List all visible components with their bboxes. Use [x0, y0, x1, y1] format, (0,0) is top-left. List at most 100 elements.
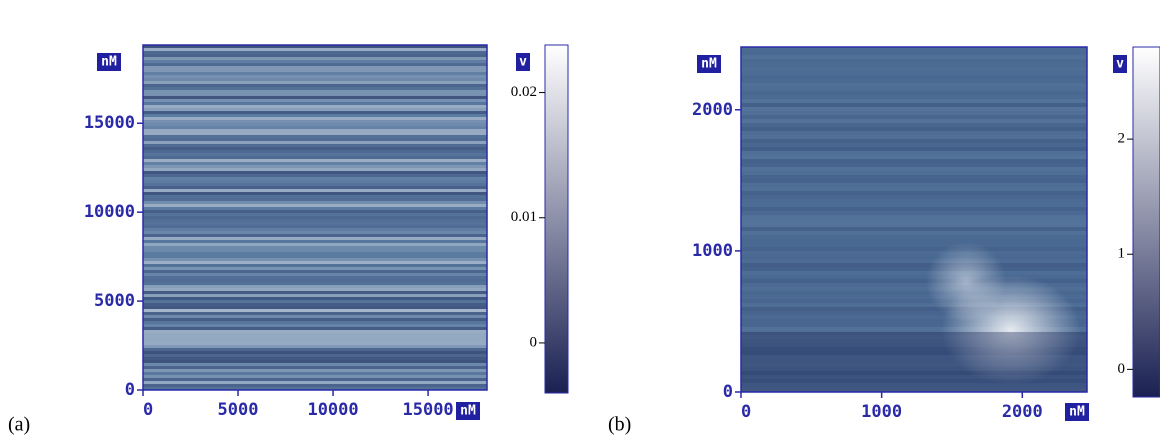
- afm-image: [143, 45, 487, 390]
- texture: [143, 336, 487, 339]
- texture: [143, 273, 487, 276]
- texture: [143, 318, 487, 321]
- y-tick-label: 10000: [84, 202, 135, 222]
- texture: [143, 294, 487, 297]
- texture: [143, 156, 487, 159]
- texture: [143, 84, 487, 87]
- texture: [143, 276, 487, 279]
- texture: [143, 282, 487, 285]
- texture: [143, 78, 487, 81]
- texture: [741, 255, 1087, 259]
- texture: [143, 270, 487, 273]
- texture: [143, 327, 487, 330]
- texture: [143, 321, 487, 324]
- texture: [143, 102, 487, 105]
- texture: [143, 69, 487, 72]
- texture: [741, 355, 1087, 359]
- texture: [143, 300, 487, 303]
- texture: [741, 127, 1087, 131]
- texture: [143, 174, 487, 177]
- texture: [741, 99, 1087, 103]
- texture: [741, 387, 1087, 391]
- texture: [741, 195, 1087, 199]
- texture: [143, 135, 487, 138]
- texture: [741, 351, 1087, 355]
- texture: [741, 75, 1087, 79]
- texture: [741, 367, 1087, 371]
- texture: [741, 215, 1087, 219]
- texture: [741, 243, 1087, 247]
- texture: [143, 375, 487, 378]
- texture: [741, 87, 1087, 91]
- x-unit-box: [456, 402, 480, 420]
- texture: [741, 247, 1087, 251]
- y-unit: nM: [701, 57, 717, 72]
- texture: [741, 91, 1087, 95]
- x-unit: nM: [460, 404, 476, 419]
- colorbar-tick-label: 0: [530, 334, 538, 350]
- texture: [741, 191, 1087, 195]
- texture: [741, 383, 1087, 387]
- texture: [741, 347, 1087, 351]
- colorbar-tick-label: 0: [1118, 361, 1126, 377]
- x-tick-label: 15000: [402, 400, 453, 420]
- texture: [143, 111, 487, 114]
- texture: [143, 201, 487, 204]
- afm-image: [741, 47, 1087, 392]
- texture: [741, 335, 1087, 339]
- texture: [741, 239, 1087, 243]
- texture: [143, 168, 487, 171]
- texture: [143, 105, 487, 108]
- colorbar-tick-label: 0.01: [511, 209, 537, 225]
- texture: [143, 60, 487, 63]
- texture: [143, 384, 487, 387]
- y-tick-label: 0: [125, 380, 135, 400]
- texture: [143, 207, 487, 210]
- texture: [741, 343, 1087, 347]
- y-tick-label: 15000: [84, 113, 135, 133]
- texture: [741, 363, 1087, 367]
- plot-frame: [740, 46, 1088, 393]
- texture: [143, 183, 487, 186]
- texture: [741, 331, 1087, 335]
- texture: [741, 143, 1087, 147]
- y-unit-box: [97, 53, 121, 71]
- texture: [143, 195, 487, 198]
- texture: [741, 359, 1087, 363]
- texture: [143, 186, 487, 189]
- texture: [143, 192, 487, 195]
- texture: [143, 306, 487, 309]
- texture: [143, 330, 487, 333]
- texture: [143, 228, 487, 231]
- texture: [741, 227, 1087, 231]
- texture: [143, 342, 487, 345]
- texture: [143, 339, 487, 342]
- texture: [143, 159, 487, 162]
- texture: [741, 259, 1087, 263]
- texture: [741, 171, 1087, 175]
- texture: [143, 63, 487, 66]
- texture: [741, 271, 1087, 275]
- texture: [143, 267, 487, 270]
- texture: [741, 67, 1087, 71]
- texture: [143, 108, 487, 111]
- texture: [143, 87, 487, 90]
- colorbar-tick-label: 0.02: [511, 84, 537, 100]
- texture: [143, 372, 487, 375]
- texture: [741, 267, 1087, 271]
- texture: [143, 96, 487, 99]
- texture: [741, 111, 1087, 115]
- texture: [741, 167, 1087, 171]
- texture: [143, 252, 487, 255]
- texture: [143, 210, 487, 213]
- texture: [143, 48, 487, 51]
- colorbar-tick-label: 1: [1118, 246, 1126, 262]
- texture: [143, 219, 487, 222]
- texture: [143, 261, 487, 264]
- texture: [143, 153, 487, 156]
- texture: [143, 198, 487, 201]
- texture: [143, 363, 487, 366]
- texture: [741, 119, 1087, 123]
- texture: [143, 114, 487, 117]
